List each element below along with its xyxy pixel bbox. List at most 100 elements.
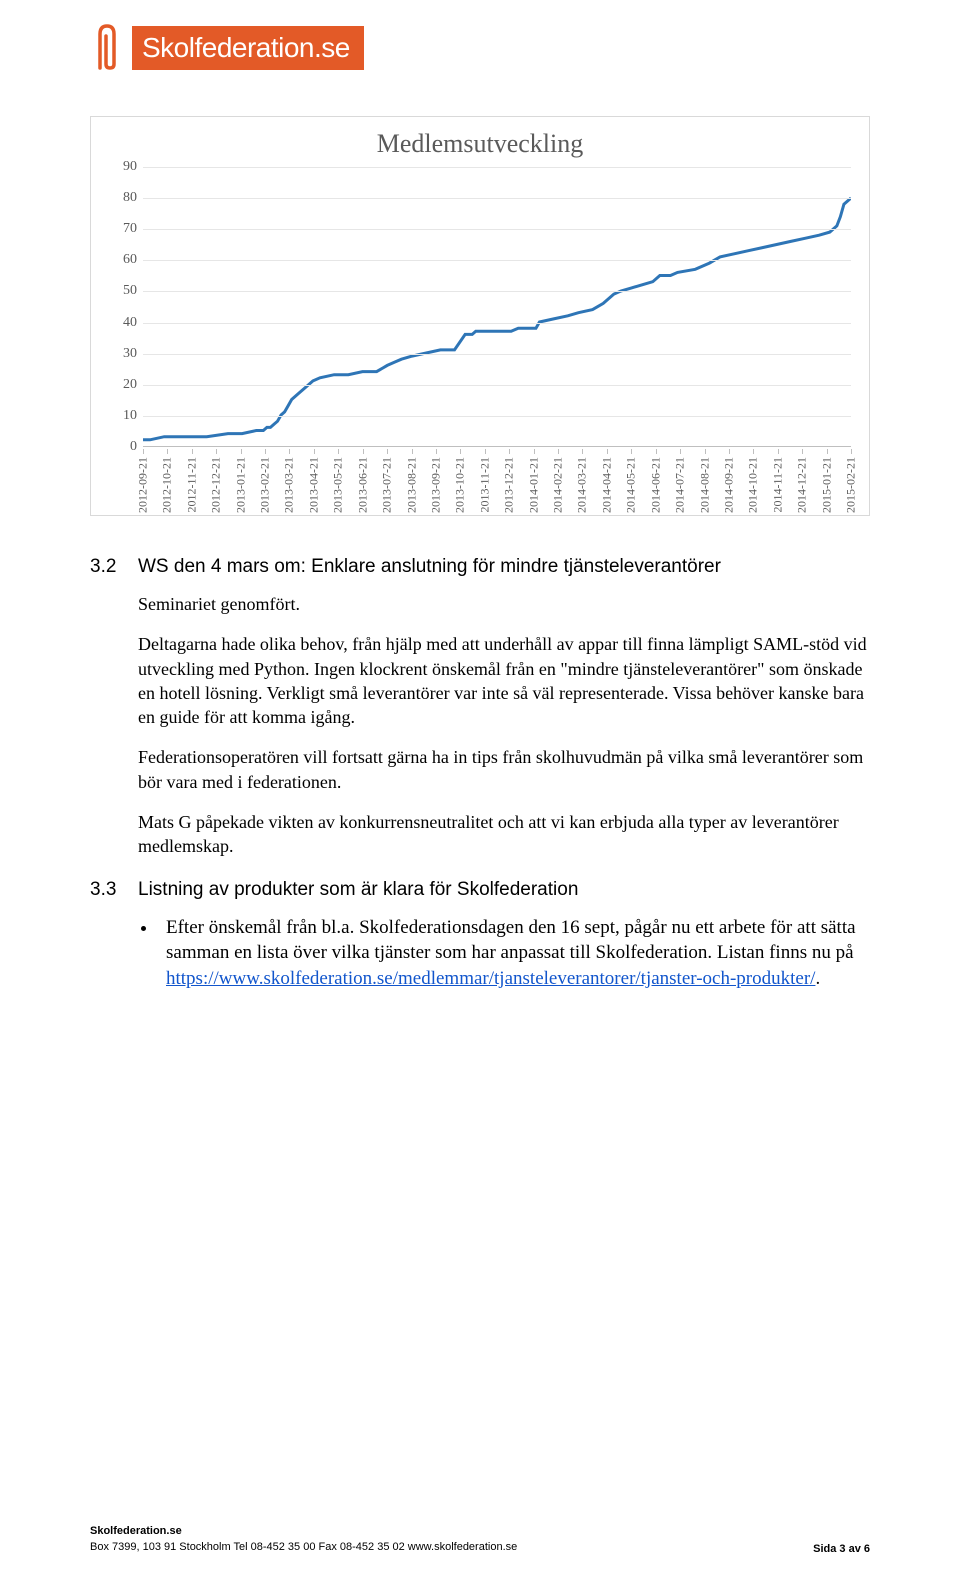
x-tick-mark	[460, 449, 461, 454]
x-tick-mark	[729, 449, 730, 454]
x-tick-label: 2013-09-21	[428, 457, 443, 513]
heading-title: WS den 4 mars om: Enklare anslutning för…	[138, 556, 870, 578]
x-tick-label: 2014-09-21	[721, 457, 736, 513]
x-tick-label: 2014-11-21	[770, 457, 785, 513]
x-tick-label: 2014-01-21	[526, 457, 541, 513]
x-tick-label: 2013-07-21	[380, 457, 395, 513]
section-3-2: 3.2 WS den 4 mars om: Enklare anslutning…	[90, 556, 870, 859]
x-tick-label: 2015-02-21	[844, 457, 859, 513]
x-tick-label: 2014-12-21	[795, 457, 810, 513]
paragraph: Seminariet genomfört.	[138, 592, 870, 616]
grid-line	[143, 260, 851, 261]
x-tick-label: 2014-03-21	[575, 457, 590, 513]
y-tick-label: 20	[123, 377, 137, 393]
footer-left: Skolfederation.se Box 7399, 103 91 Stock…	[90, 1524, 517, 1555]
x-tick-label: 2012-10-21	[160, 457, 175, 513]
grid-line	[143, 354, 851, 355]
x-tick-label: 2012-09-21	[136, 457, 151, 513]
product-list-link[interactable]: https://www.skolfederation.se/medlemmar/…	[166, 968, 815, 989]
list-item: Efter önskemål från bl.a. Skolfederation…	[158, 915, 870, 992]
y-tick-label: 90	[123, 159, 137, 175]
footer-org: Skolfederation.se	[90, 1524, 517, 1539]
footer-page-number: Sida 3 av 6	[813, 1543, 870, 1555]
y-tick-label: 50	[123, 283, 137, 299]
y-tick-label: 80	[123, 190, 137, 206]
heading-title: Listning av produkter som är klara för S…	[138, 879, 870, 901]
grid-line	[143, 198, 851, 199]
x-tick-mark	[265, 449, 266, 454]
paragraph: Federationsoperatören vill fortsatt gärn…	[138, 745, 870, 794]
chart-title: Medlemsutveckling	[109, 129, 851, 159]
x-tick-label: 2015-01-21	[819, 457, 834, 513]
y-tick-label: 30	[123, 346, 137, 362]
chart-plot-area	[143, 167, 851, 447]
x-tick-mark	[509, 449, 510, 454]
paperclip-icon	[90, 20, 122, 76]
x-tick-label: 2013-01-21	[233, 457, 248, 513]
x-tick-mark	[192, 449, 193, 454]
paragraph: Deltagarna hade olika behov, från hjälp …	[138, 632, 870, 729]
chart-x-axis: 2012-09-212012-10-212012-11-212012-12-21…	[143, 449, 851, 497]
list-item-text-post: .	[815, 968, 820, 989]
x-tick-mark	[851, 449, 852, 454]
member-growth-chart: Medlemsutveckling 0102030405060708090 20…	[90, 116, 870, 516]
x-tick-mark	[802, 449, 803, 454]
y-tick-label: 10	[123, 408, 137, 424]
x-tick-mark	[485, 449, 486, 454]
x-tick-label: 2013-08-21	[404, 457, 419, 513]
x-tick-label: 2013-05-21	[331, 457, 346, 513]
list-item-text-pre: Efter önskemål från bl.a. Skolfederation…	[166, 917, 856, 964]
heading-number: 3.3	[90, 879, 124, 901]
chart-line	[143, 167, 851, 446]
x-tick-mark	[241, 449, 242, 454]
x-tick-mark	[778, 449, 779, 454]
grid-line	[143, 291, 851, 292]
x-tick-label: 2012-11-21	[184, 457, 199, 513]
logo: Skolfederation.se	[90, 20, 870, 76]
x-tick-mark	[558, 449, 559, 454]
x-tick-mark	[314, 449, 315, 454]
y-tick-label: 40	[123, 315, 137, 331]
x-tick-mark	[338, 449, 339, 454]
x-tick-mark	[582, 449, 583, 454]
x-tick-label: 2013-03-21	[282, 457, 297, 513]
footer-address: Box 7399, 103 91 Stockholm Tel 08-452 35…	[90, 1540, 517, 1555]
x-tick-label: 2014-05-21	[624, 457, 639, 513]
x-tick-label: 2013-02-21	[258, 457, 273, 513]
y-tick-label: 60	[123, 252, 137, 268]
heading-3-2: 3.2 WS den 4 mars om: Enklare anslutning…	[90, 556, 870, 578]
logo-text: Skolfederation.se	[132, 26, 364, 70]
x-tick-mark	[705, 449, 706, 454]
x-tick-mark	[143, 449, 144, 454]
x-tick-label: 2014-08-21	[697, 457, 712, 513]
x-tick-mark	[412, 449, 413, 454]
x-tick-label: 2013-11-21	[477, 457, 492, 513]
heading-3-3: 3.3 Listning av produkter som är klara f…	[90, 879, 870, 901]
x-tick-label: 2013-10-21	[453, 457, 468, 513]
grid-line	[143, 229, 851, 230]
x-tick-mark	[656, 449, 657, 454]
x-tick-mark	[289, 449, 290, 454]
x-tick-mark	[607, 449, 608, 454]
section-3-3: 3.3 Listning av produkter som är klara f…	[90, 879, 870, 992]
page-footer: Skolfederation.se Box 7399, 103 91 Stock…	[90, 1524, 870, 1555]
x-tick-mark	[216, 449, 217, 454]
x-tick-label: 2014-06-21	[648, 457, 663, 513]
x-tick-mark	[827, 449, 828, 454]
x-tick-label: 2014-10-21	[746, 457, 761, 513]
x-tick-label: 2014-04-21	[599, 457, 614, 513]
x-tick-mark	[387, 449, 388, 454]
y-tick-label: 0	[130, 439, 137, 455]
heading-number: 3.2	[90, 556, 124, 578]
x-tick-mark	[680, 449, 681, 454]
x-tick-label: 2013-04-21	[306, 457, 321, 513]
x-tick-label: 2014-07-21	[673, 457, 688, 513]
grid-line	[143, 416, 851, 417]
grid-line	[143, 323, 851, 324]
x-tick-label: 2012-12-21	[209, 457, 224, 513]
x-tick-label: 2014-02-21	[551, 457, 566, 513]
x-tick-mark	[534, 449, 535, 454]
x-tick-mark	[436, 449, 437, 454]
chart-y-axis: 0102030405060708090	[109, 167, 143, 447]
x-tick-mark	[167, 449, 168, 454]
